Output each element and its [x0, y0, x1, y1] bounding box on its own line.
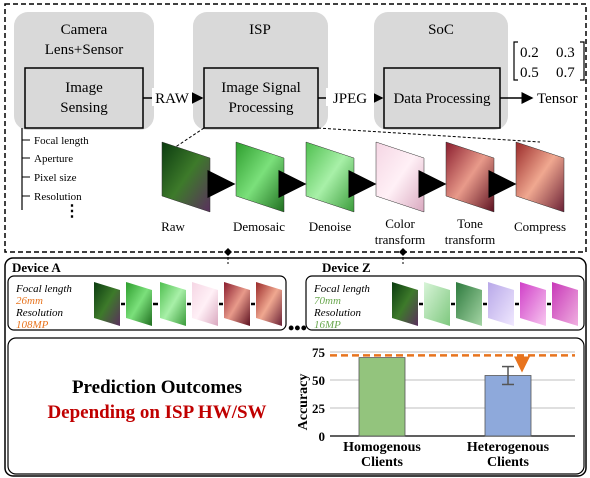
y-tick-label: 75 [312, 345, 326, 360]
device-a-focal-value: 26mm [16, 295, 43, 307]
pipeline-frame [4, 3, 587, 253]
outcome-title: Prediction Outcomes [72, 377, 242, 398]
sensor-params-tree: Focal length Aperture Pixel size Resolut… [21, 128, 89, 220]
device-z-focal-label: Focal length [313, 283, 370, 295]
isp-title: ISP [249, 22, 271, 38]
param-aperture: Aperture [34, 153, 73, 165]
device-z-stage-images [392, 282, 578, 326]
compress-image [515, 141, 565, 213]
matrix-cell: 0.3 [556, 45, 575, 61]
device-z-focal-value: 70mm [314, 295, 341, 307]
param-focal-length: Focal length [34, 135, 89, 147]
soc-title: SoC [428, 22, 454, 38]
image-sensing-box [24, 67, 144, 129]
camera-title: Camera [61, 22, 108, 38]
device-a-stage-images [94, 282, 282, 326]
device-a-res-label: Resolution [15, 307, 64, 319]
x-tick-label: Clients [361, 455, 404, 470]
device-z-res-label: Resolution [313, 307, 362, 319]
param-pixel-size: Pixel size [34, 172, 77, 184]
image-sensing-line2: Sensing [60, 100, 108, 116]
stage-label-denoise: Denoise [309, 219, 352, 234]
raw-image [161, 141, 211, 213]
outcome-subtitle: Depending on ISP HW/SW [47, 402, 266, 423]
outcome-box [7, 337, 585, 475]
stage-images [161, 141, 565, 213]
denoise-image [305, 141, 355, 213]
tensor-matrix: 0.2 0.3 0.5 0.7 [513, 41, 585, 81]
matrix-cell: 0.2 [520, 45, 539, 61]
x-tick-label: Clients [487, 455, 530, 470]
tone-transform-image [445, 141, 495, 213]
isp-line2: Processing [229, 100, 294, 116]
jpeg-arrow-label: JPEG [333, 91, 367, 107]
device-a-focal-label: Focal length [15, 283, 72, 295]
data-processing-box [383, 67, 501, 129]
device-z-title: Device Z [322, 260, 371, 275]
stage-label-color-transform: Color transform [375, 216, 426, 247]
raw-arrow-label: RAW [155, 91, 190, 107]
device-a-res-value: 108MP [16, 319, 49, 331]
stage-label-compress: Compress [514, 219, 566, 234]
bar-homogenous [358, 357, 406, 437]
y-tick-label: 25 [312, 401, 326, 416]
matrix-cell: 0.5 [520, 65, 539, 81]
matrix-cell: 0.7 [556, 65, 575, 81]
zoom-line-right [317, 127, 541, 143]
stage-label-raw: Raw [161, 219, 185, 234]
demosaic-image [235, 141, 285, 213]
x-tick-label: Homogenous [343, 440, 421, 455]
devices-ellipsis: ••• [288, 318, 307, 338]
device-a-title: Device A [12, 260, 61, 275]
outcome-frame [4, 257, 587, 477]
accuracy-chart: Accuracy 0255075HomogenousClientsHeterog… [296, 345, 575, 470]
x-tick-label: Heterogenous [467, 440, 550, 455]
stage-label-demosaic: Demosaic [233, 219, 285, 234]
y-tick-label: 50 [312, 373, 325, 388]
device-z-res-value: 16MP [314, 319, 341, 331]
data-processing-label: Data Processing [393, 91, 491, 107]
tensor-label: Tensor [537, 91, 578, 107]
bar-heterogenous [484, 375, 532, 437]
stage-label-tone-transform: Tone transform [445, 216, 496, 247]
y-axis-label: Accuracy [296, 374, 311, 431]
param-resolution: Resolution [34, 191, 82, 203]
y-tick-label: 0 [319, 429, 326, 444]
params-ellipsis: ⋮ [64, 203, 80, 220]
color-transform-image [375, 141, 425, 213]
camera-subtitle: Lens+Sensor [45, 42, 123, 58]
isp-line1: Image Signal [221, 80, 301, 96]
image-sensing-line1: Image [65, 80, 103, 96]
isp-processing-box [203, 67, 319, 129]
